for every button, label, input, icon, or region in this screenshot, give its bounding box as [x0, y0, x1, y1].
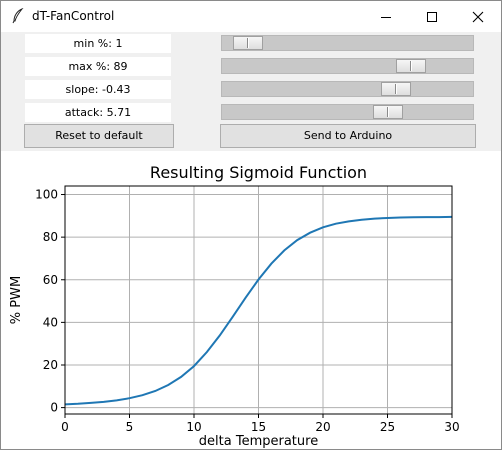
- y-axis-label: % PWM: [9, 276, 24, 324]
- y-tick-label: 100: [35, 188, 58, 202]
- chart-svg: 0 5 10 15 20 25 30 0 20 40 60 80 100 Resulting Sigmo…: [9, 163, 460, 449]
- axis-ticks: 0 5 10 15 20 25 30 0 20 40 60 80 100: [35, 188, 460, 434]
- maximize-icon: [427, 11, 437, 22]
- max-percent-label: max %: 89: [25, 57, 171, 76]
- send-to-arduino-button[interactable]: Send to Arduino: [220, 124, 476, 148]
- x-tick-label: 15: [251, 420, 266, 434]
- window-title: dT-FanControl: [32, 9, 115, 23]
- slider-thumb[interactable]: [233, 36, 263, 50]
- x-tick-label: 10: [186, 420, 201, 434]
- attack-slider[interactable]: [221, 104, 474, 120]
- reset-to-default-button[interactable]: Reset to default: [24, 124, 174, 148]
- x-tick-label: 5: [126, 420, 134, 434]
- grid: [64, 186, 453, 414]
- x-tick-label: 0: [61, 420, 69, 434]
- title-bar[interactable]: dT-FanControl: [1, 1, 501, 32]
- y-tick-label: 80: [43, 230, 58, 244]
- sigmoid-series-line: [64, 215, 453, 406]
- y-tick-label: 60: [43, 273, 58, 287]
- x-tick-label: 20: [315, 420, 330, 434]
- slope-label: slope: -0.43: [25, 80, 171, 99]
- sigmoid-plot: 0 5 10 15 20 25 30 0 20 40 60 80 100 Resulting Sigmo…: [1, 151, 501, 449]
- close-icon: [472, 11, 484, 22]
- y-tick-label: 40: [43, 315, 58, 329]
- max-percent-slider[interactable]: [221, 58, 474, 74]
- min-percent-slider[interactable]: [221, 35, 474, 51]
- attack-label: attack: 5.71: [25, 103, 171, 122]
- slope-slider[interactable]: [221, 81, 474, 97]
- minimize-button[interactable]: [363, 1, 409, 32]
- slider-thumb[interactable]: [381, 82, 411, 96]
- maximize-button[interactable]: [409, 1, 455, 32]
- y-tick-label: 20: [43, 358, 58, 372]
- x-tick-label: 30: [444, 420, 459, 434]
- close-button[interactable]: [455, 1, 501, 32]
- x-axis-label: delta Temperature: [199, 434, 318, 449]
- slider-thumb[interactable]: [396, 59, 426, 73]
- slider-thumb[interactable]: [373, 105, 403, 119]
- feather-icon: [12, 8, 24, 24]
- chart-title: Resulting Sigmoid Function: [150, 163, 367, 182]
- y-tick-label: 0: [50, 401, 58, 415]
- x-tick-label: 25: [380, 420, 395, 434]
- min-percent-label: min %: 1: [25, 34, 171, 53]
- minimize-icon: [381, 16, 391, 18]
